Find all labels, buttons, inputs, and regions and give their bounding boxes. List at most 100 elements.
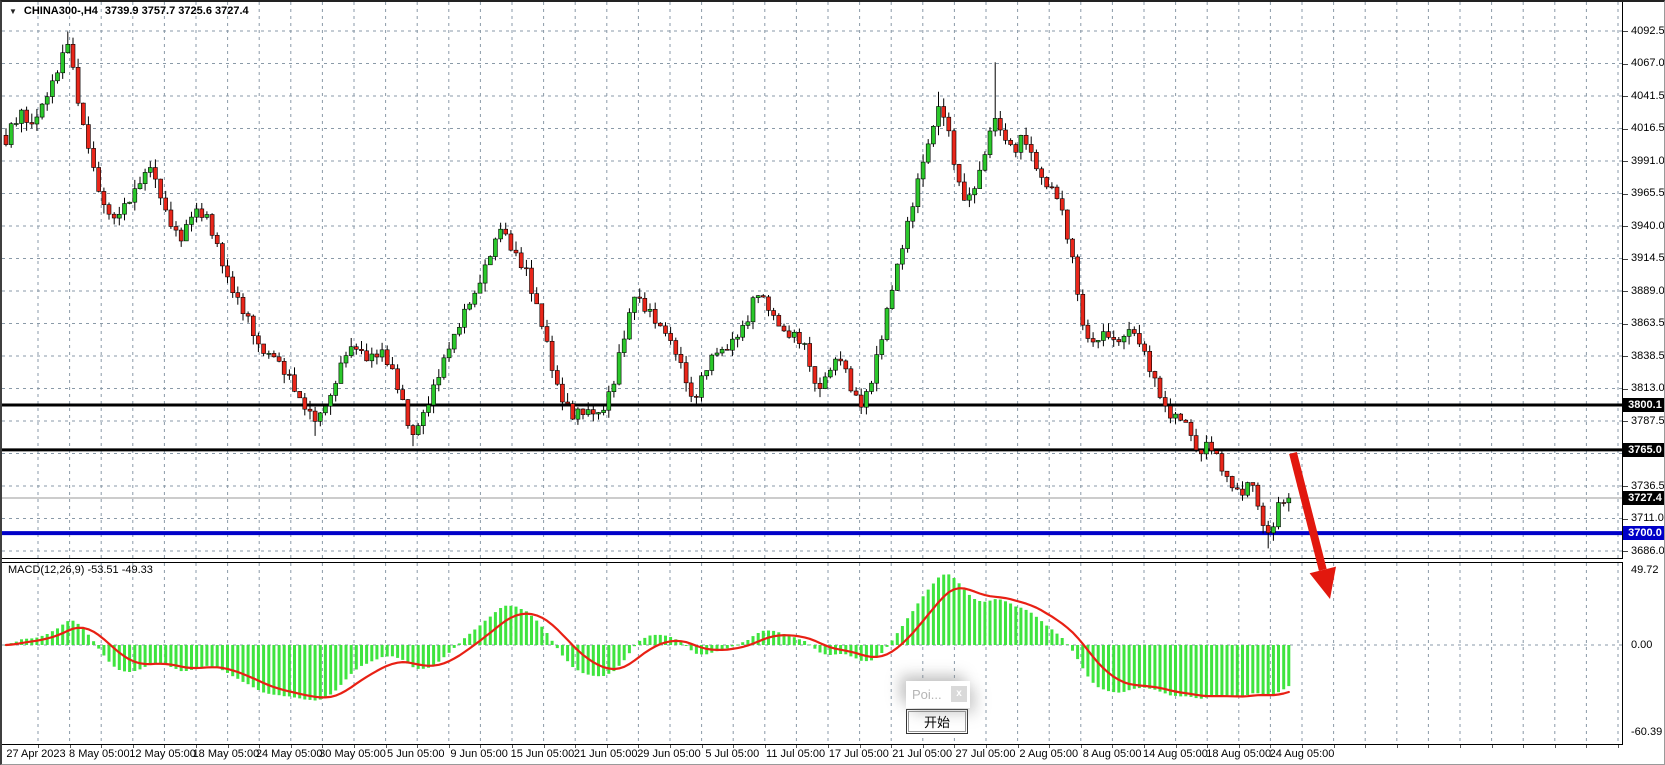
price-chart-canvas[interactable] [2, 2, 1623, 559]
start-button[interactable]: 开始 [906, 709, 968, 734]
candle-body [827, 369, 833, 378]
macd-histogram-bar [880, 645, 884, 653]
candle-body [580, 408, 586, 415]
candle-body [760, 295, 766, 298]
macd-histogram-bar [190, 645, 193, 670]
macd-histogram-bar [1266, 645, 1270, 696]
time-axis-tick [764, 745, 766, 748]
macd-histogram-bar [627, 645, 631, 654]
candle-body [1240, 488, 1245, 496]
time-axis-tick [385, 745, 387, 748]
time-axis-label: 24 Aug 05:00 [1269, 748, 1335, 760]
macd-histogram-bar [1148, 645, 1152, 689]
time-axis-label: 21 Jul 05:00 [892, 748, 953, 760]
time-axis-tick [954, 745, 956, 748]
macd-histogram-bar [298, 645, 302, 699]
macd-histogram-bar [267, 645, 271, 694]
collapse-icon[interactable]: ▼ [9, 6, 17, 16]
macd-histogram-bar [1096, 645, 1100, 688]
candle-body [127, 201, 132, 204]
candle-body [524, 267, 529, 270]
candle-body [1173, 413, 1178, 419]
candle-body [307, 408, 313, 412]
candle-body [1003, 129, 1008, 141]
popup-close-button[interactable]: x [951, 686, 967, 702]
candle-body [70, 43, 76, 68]
macd-histogram-bar [607, 645, 611, 674]
macd-histogram-bar [803, 641, 807, 645]
macd-histogram-bar [772, 630, 776, 645]
macd-panel-canvas[interactable] [2, 562, 1623, 745]
macd-histogram-bar [1086, 645, 1090, 677]
macd-histogram-bar [947, 574, 951, 645]
candle-body [498, 228, 503, 240]
macd-histogram-bar [1256, 645, 1260, 694]
time-axis-tick [1333, 745, 1335, 748]
candle-body [462, 308, 467, 328]
candle-body [920, 161, 926, 180]
macd-histogram-bar [143, 645, 147, 667]
symbol-label: CHINA300-,H4 [23, 5, 98, 17]
macd-histogram-bar [998, 599, 1002, 645]
time-axis-tick [1396, 745, 1398, 748]
candle-body [436, 377, 442, 386]
macd-histogram-bar [416, 645, 420, 669]
candle-body [235, 292, 241, 298]
candle-body [333, 383, 339, 396]
macd-histogram-bar [66, 621, 70, 645]
macd-histogram-bar [509, 605, 513, 645]
macd-histogram-bar [1225, 645, 1229, 697]
candle-body [256, 335, 261, 345]
candle-body [271, 353, 277, 358]
candle-body [302, 397, 308, 410]
candle-body [910, 206, 916, 222]
candle-body [297, 391, 303, 399]
price-axis-tick [1623, 226, 1628, 227]
candle-body [1209, 441, 1214, 452]
candle-body [1142, 343, 1147, 352]
candle-body [529, 267, 534, 294]
candle-body [101, 191, 107, 205]
price-axis-tick [1623, 193, 1628, 195]
time-axis-tick [796, 745, 798, 748]
candle-body [776, 315, 782, 327]
macd-histogram-bar [689, 645, 693, 651]
macd-histogram-bar [293, 645, 296, 698]
time-axis-label: 9 Jun 05:00 [450, 748, 508, 760]
candle-body [1271, 526, 1276, 534]
candle-body [1044, 177, 1049, 188]
macd-histogram-bar [463, 638, 466, 645]
candle-body [8, 123, 14, 145]
popup-header[interactable]: Poi... x [906, 681, 970, 708]
macd-histogram-bar [978, 601, 982, 645]
price-axis-tick [1623, 551, 1628, 552]
candle-body [163, 197, 168, 211]
macd-histogram-bar [684, 645, 688, 646]
candle-body [704, 370, 710, 377]
macd-histogram-bar [730, 645, 734, 647]
candle-body [487, 256, 493, 266]
candle-body [184, 224, 189, 242]
candle-body [637, 296, 643, 299]
macd-histogram-bar [720, 645, 724, 650]
macd-histogram-bar [457, 643, 461, 645]
candle-body [1121, 335, 1127, 343]
candle-body [575, 408, 581, 420]
candle-body [791, 331, 797, 338]
macd-histogram-bar [164, 645, 168, 665]
macd-histogram-bar [329, 645, 333, 695]
candle-body [405, 399, 411, 426]
price-axis-tick [1623, 258, 1628, 260]
macd-histogram-bar [169, 645, 173, 667]
time-axis-tick [1238, 745, 1240, 748]
candle-body [565, 401, 570, 404]
candle-body [642, 297, 648, 312]
candle-body [1085, 324, 1091, 339]
candle-body [627, 312, 632, 340]
macd-histogram-bar [864, 645, 868, 662]
macd-histogram-bar [828, 645, 832, 655]
time-axis-tick [512, 745, 513, 748]
candle-body [1265, 525, 1271, 534]
price-axis-label: 3863.5 [1631, 317, 1665, 329]
candle-body [132, 188, 138, 203]
